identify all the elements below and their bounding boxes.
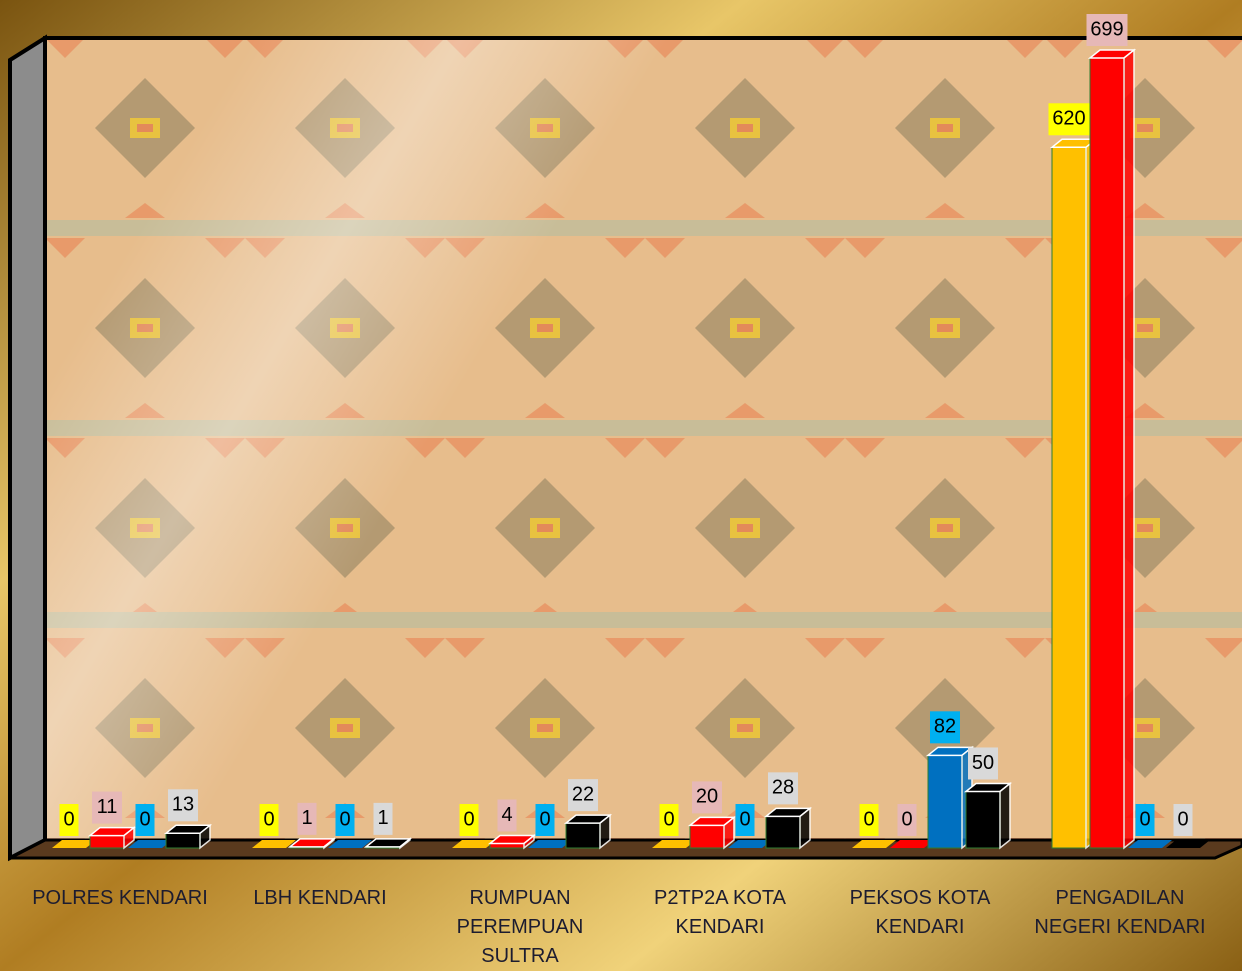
data-label: 0 <box>263 808 274 830</box>
data-label-box <box>259 804 279 836</box>
data-label-box <box>1135 804 1155 836</box>
bar-side <box>999 781 1011 850</box>
x-tick-label: P2TP2A KOTA KENDARI <box>654 887 786 938</box>
bar-top <box>252 840 296 848</box>
bar <box>689 824 725 849</box>
data-label: 1 <box>377 807 388 829</box>
bar <box>765 815 801 849</box>
shine <box>45 38 1242 840</box>
data-label: 1 <box>301 807 312 829</box>
data-label-box <box>335 804 355 836</box>
data-label: 28 <box>772 777 794 799</box>
x-tick-label: PEKSOS KOTA KENDARI <box>849 887 991 938</box>
bar-top <box>328 840 372 848</box>
x-tick-label: RUMPUAN PEREMPUAN SULTRA <box>456 887 584 967</box>
data-label-box <box>692 781 722 814</box>
bar-top <box>890 840 934 848</box>
data-label: 0 <box>539 808 550 830</box>
data-label-box <box>1173 804 1193 836</box>
bar-top <box>1166 840 1210 848</box>
data-label-box <box>735 804 755 836</box>
bar-top <box>452 840 496 848</box>
x-tick-label: PENGADILAN NEGERI KENDARI <box>1034 887 1206 938</box>
bar-side <box>323 837 335 850</box>
bar-side <box>799 806 811 850</box>
bar <box>89 835 125 849</box>
data-label-box <box>168 789 198 822</box>
bar-side <box>1123 48 1135 850</box>
bar-top <box>528 840 572 848</box>
bar <box>165 832 201 849</box>
data-label-box <box>459 804 479 836</box>
data-label-box <box>497 799 517 832</box>
data-label-box <box>1048 103 1090 136</box>
bar <box>965 790 1001 849</box>
bar-top <box>728 840 772 848</box>
bar-top <box>852 840 896 848</box>
data-label: 620 <box>1052 108 1085 130</box>
data-label: 13 <box>172 794 194 816</box>
data-label: 0 <box>463 808 474 830</box>
bar <box>927 754 963 849</box>
side-wall <box>8 34 47 862</box>
x-tick-label: LBH KENDARI <box>253 887 387 909</box>
bar-side <box>123 826 135 850</box>
data-label: 699 <box>1090 18 1123 40</box>
data-label-box <box>768 772 798 805</box>
data-label: 0 <box>739 808 750 830</box>
bar <box>1051 146 1087 849</box>
data-label-box <box>659 804 679 836</box>
data-label: 20 <box>696 786 718 808</box>
data-label: 0 <box>63 808 74 830</box>
data-label: 11 <box>97 796 118 818</box>
data-label: 22 <box>572 783 594 805</box>
data-label: 0 <box>1177 808 1188 830</box>
bar-side <box>199 823 211 850</box>
data-label-box <box>92 791 122 824</box>
bar-side <box>723 815 735 850</box>
data-label-box <box>297 802 317 835</box>
data-label-box <box>568 779 598 812</box>
bar-side <box>599 813 611 850</box>
x-tick-label: POLRES KENDARI <box>32 887 208 909</box>
bar-top <box>128 840 172 848</box>
bar-side <box>399 837 411 850</box>
data-label: 0 <box>339 808 350 830</box>
data-label: 4 <box>501 804 512 826</box>
data-label-box <box>59 804 79 836</box>
data-label-box <box>1086 14 1128 46</box>
bar <box>1089 57 1125 849</box>
data-label-box <box>968 747 998 780</box>
data-label-box <box>135 804 155 836</box>
data-label: 0 <box>663 808 674 830</box>
bar-top <box>1128 840 1172 848</box>
data-label: 0 <box>1139 808 1150 830</box>
data-label-box <box>859 804 879 836</box>
bar-top <box>52 840 96 848</box>
bar <box>565 822 601 849</box>
bar-side <box>523 833 535 850</box>
data-label: 0 <box>139 808 150 830</box>
data-label-box <box>897 804 917 836</box>
data-label-box <box>373 802 393 835</box>
data-label: 0 <box>863 808 874 830</box>
data-label: 0 <box>901 808 912 830</box>
data-label: 50 <box>972 752 994 774</box>
data-label-box <box>535 804 555 836</box>
data-label: 82 <box>934 716 956 738</box>
data-label-box <box>930 711 960 744</box>
bar-top <box>652 840 696 848</box>
